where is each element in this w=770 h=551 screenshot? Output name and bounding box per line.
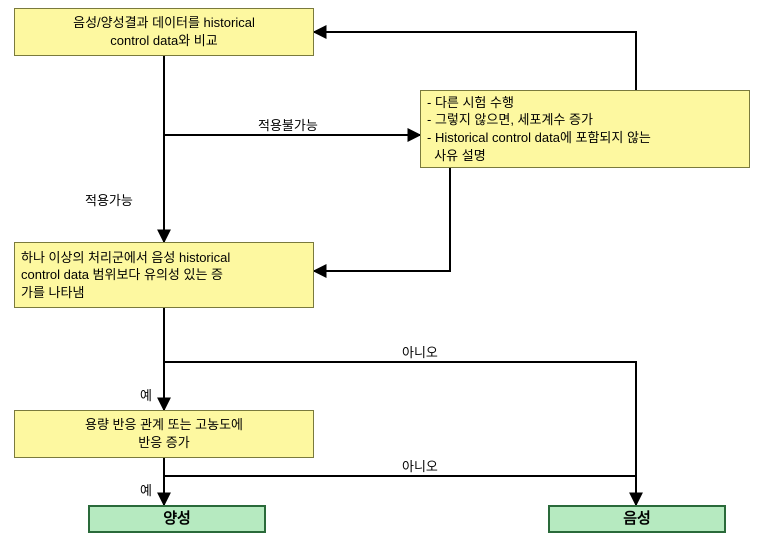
node-text: - Historical control data에 포함되지 않는 [427, 129, 743, 147]
label-not-applicable: 적용불가능 [258, 115, 318, 134]
node-text: - 그렇지 않으면, 세포계수 증가 [427, 111, 743, 129]
node-text: - 다른 시험 수행 [427, 94, 743, 112]
node-text: control data 범위보다 유의성 있는 증 [21, 266, 307, 284]
node-dose-response: 용량 반응 관계 또는 고농도에 반응 증가 [14, 410, 314, 458]
node-text: 사유 설명 [427, 147, 743, 165]
node-alternative-actions: - 다른 시험 수행 - 그렇지 않으면, 세포계수 증가 - Historic… [420, 90, 750, 168]
node-text: 가를 나타냄 [21, 284, 307, 302]
label-yes-1: 예 [140, 385, 152, 404]
node-text: 반응 증가 [21, 434, 307, 452]
node-text: 음성 [556, 509, 718, 529]
node-text: 음성/양성결과 데이터를 historical [21, 14, 307, 32]
label-yes-2: 예 [140, 480, 152, 499]
node-compare-historical: 음성/양성결과 데이터를 historical control data와 비교 [14, 8, 314, 56]
node-negative: 음성 [548, 505, 726, 533]
label-no-2: 아니오 [402, 456, 438, 475]
node-text: 하나 이상의 처리군에서 음성 historical [21, 249, 307, 267]
node-text: 양성 [96, 509, 258, 529]
node-text: control data와 비교 [21, 32, 307, 50]
label-no-1: 아니오 [402, 342, 438, 361]
edge-n2-n3 [314, 168, 450, 271]
node-positive: 양성 [88, 505, 266, 533]
edge-n2-n1 [314, 32, 636, 90]
label-applicable: 적용가능 [85, 190, 133, 209]
node-significant-increase: 하나 이상의 처리군에서 음성 historical control data … [14, 242, 314, 308]
node-text: 용량 반응 관계 또는 고농도에 [21, 416, 307, 434]
